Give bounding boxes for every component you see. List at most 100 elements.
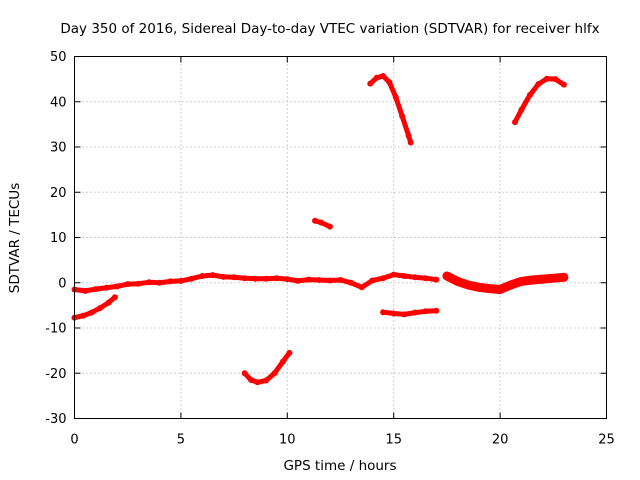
data-point	[528, 276, 536, 284]
data-point	[390, 271, 397, 278]
data-point	[401, 311, 408, 318]
x-tick-label: 10	[279, 433, 296, 448]
data-point	[188, 275, 195, 282]
data-point	[380, 275, 387, 282]
data-point	[405, 132, 412, 139]
data-point	[464, 281, 473, 289]
data-point	[241, 370, 248, 377]
data-point	[407, 139, 414, 146]
data-point	[543, 75, 550, 82]
x-tick-label: 25	[598, 433, 615, 448]
data-point	[280, 358, 286, 365]
y-tick-label: -10	[45, 322, 66, 337]
data-point	[156, 279, 163, 286]
data-point	[401, 273, 408, 279]
data-point	[337, 277, 344, 283]
data-point	[526, 92, 533, 98]
y-tick-label: -20	[45, 367, 66, 382]
data-point	[318, 219, 325, 226]
data-point	[271, 370, 278, 377]
data-point	[231, 274, 238, 281]
data-point	[305, 276, 312, 283]
data-point	[114, 283, 121, 290]
x-tick-label: 20	[492, 433, 509, 448]
data-point	[124, 281, 131, 288]
data-point	[97, 305, 103, 312]
x-axis-label: GPS time / hours	[283, 458, 396, 474]
data-point	[506, 281, 515, 289]
data-point	[380, 309, 387, 316]
data-point	[105, 299, 112, 306]
data-point	[390, 310, 397, 317]
y-tick-label: 0	[58, 276, 66, 291]
data-point	[496, 285, 505, 294]
chart-title: Day 350 of 2016, Sidereal Day-to-day VTE…	[60, 21, 599, 37]
data-point	[474, 283, 483, 292]
data-point	[485, 284, 494, 293]
data-point	[560, 81, 567, 88]
data-point	[92, 286, 99, 293]
y-tick-label: -30	[45, 412, 66, 427]
y-tick-label: 10	[50, 231, 67, 246]
data-point	[326, 223, 333, 230]
data-point	[146, 279, 152, 286]
data-point	[549, 274, 558, 283]
grid-lines	[74, 56, 607, 419]
data-series	[71, 73, 569, 386]
data-point	[220, 273, 227, 280]
data-point	[326, 277, 333, 284]
data-point	[367, 80, 374, 87]
data-point	[199, 273, 206, 279]
y-tick-label: 50	[50, 50, 67, 65]
data-point	[254, 379, 261, 386]
y-tick-label: 40	[50, 95, 67, 110]
data-point	[518, 106, 525, 113]
data-point	[422, 275, 429, 282]
x-tick-label: 5	[177, 433, 185, 448]
data-point	[399, 113, 406, 120]
data-point	[312, 217, 318, 224]
data-point	[316, 277, 323, 283]
data-point	[348, 279, 355, 286]
data-point	[111, 294, 118, 301]
data-point	[248, 377, 255, 383]
data-point	[412, 309, 418, 316]
data-point	[433, 276, 440, 283]
data-point	[380, 73, 387, 79]
data-point	[88, 309, 95, 316]
data-point	[535, 81, 542, 88]
data-point	[167, 278, 174, 285]
data-point	[177, 277, 184, 284]
data-point	[392, 94, 399, 101]
y-axis-label: SDTVAR / TECUs	[7, 183, 23, 293]
data-point	[386, 79, 393, 86]
data-point	[103, 284, 110, 291]
data-point	[517, 277, 526, 286]
data-point	[358, 284, 365, 291]
x-tick-label: 15	[385, 433, 402, 448]
series-peak-14h	[367, 73, 414, 145]
data-point	[209, 272, 216, 279]
data-point	[442, 272, 451, 280]
data-point	[433, 307, 440, 314]
data-point	[252, 275, 259, 282]
data-point	[412, 274, 418, 281]
data-point	[373, 74, 380, 81]
data-point	[284, 276, 291, 283]
data-point	[263, 377, 269, 384]
data-point	[273, 275, 280, 282]
data-point	[80, 312, 86, 319]
axis-ticks: 0 5 10 15 20 25 -30 -20 -10 0 10 20 30 40 50	[45, 50, 615, 448]
data-point	[286, 349, 293, 356]
data-point	[559, 273, 568, 282]
data-point	[241, 275, 248, 282]
y-tick-label: 20	[50, 186, 67, 201]
data-point	[552, 76, 559, 83]
data-point	[538, 275, 547, 284]
y-tick-label: 30	[50, 141, 67, 156]
data-point	[422, 308, 429, 315]
data-point	[135, 280, 142, 287]
data-point	[82, 287, 89, 294]
x-tick-label: 0	[70, 433, 78, 448]
data-point	[294, 277, 301, 284]
